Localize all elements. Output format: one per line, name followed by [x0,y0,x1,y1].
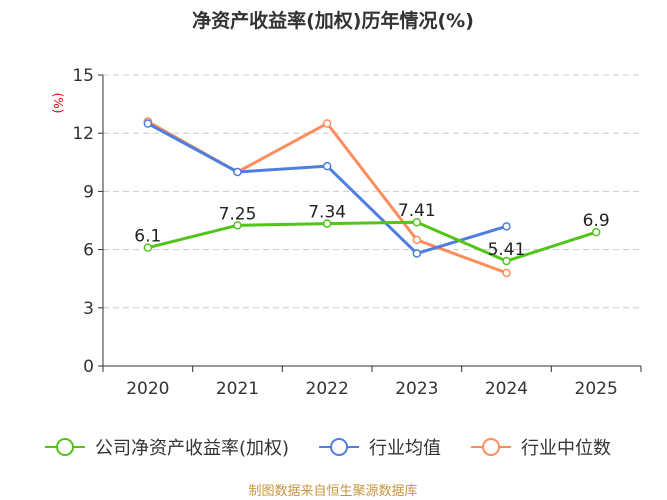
data-point[interactable] [412,217,422,227]
legend-label: 公司净资产收益率(加权) [95,438,289,459]
legend-label: 行业均值 [369,438,441,459]
x-tick-label: 2021 [216,379,259,399]
y-tick-label: 12 [72,124,94,144]
data-label: 7.25 [219,204,257,224]
footer-source: 制图数据来自恒生聚源数据库 [248,483,417,499]
data-point[interactable] [412,249,422,258]
data-label: 6.9 [583,211,610,231]
legend-circle-icon [330,438,349,456]
y-axis-label: (%) [51,93,65,114]
legend-item[interactable]: 行业均值 [319,438,441,459]
data-point[interactable] [322,161,332,171]
data-point[interactable] [233,167,242,177]
y-tick-label: 15 [72,66,94,86]
y-tick-label: 0 [83,357,94,377]
data-point[interactable] [502,268,511,278]
data-label: 7.34 [308,203,346,223]
series-line [147,220,597,263]
data-point[interactable] [322,219,332,228]
x-tick-label: 2023 [395,379,438,399]
data-label: 7.41 [398,201,436,221]
legend-label: 行业中位数 [521,438,611,459]
x-tick-label: 2020 [126,379,169,399]
legend-circle-icon [56,438,74,456]
data-point[interactable] [591,227,601,237]
data-point[interactable] [233,221,242,230]
data-label: 6.1 [134,227,161,247]
data-point[interactable] [322,119,332,128]
x-tick-label: 2025 [575,379,618,399]
legend-item[interactable]: 公司净资产收益率(加权) [45,438,289,459]
x-tick-label: 2024 [485,379,528,399]
data-point[interactable] [143,119,153,128]
chart-title: 净资产收益率(加权)历年情况(%) [192,9,474,32]
x-tick-label: 2022 [306,379,349,399]
legend-circle-icon [482,438,501,456]
legend-item[interactable]: 行业中位数 [471,438,611,459]
data-point[interactable] [412,235,422,245]
data-label: 5.41 [488,240,526,260]
y-tick-label: 6 [83,241,94,261]
series-line [147,120,508,275]
data-point[interactable] [143,243,153,252]
y-tick-label: 9 [83,182,94,202]
data-point[interactable] [502,222,511,231]
y-tick-label: 3 [83,299,94,319]
data-point[interactable] [502,256,511,266]
